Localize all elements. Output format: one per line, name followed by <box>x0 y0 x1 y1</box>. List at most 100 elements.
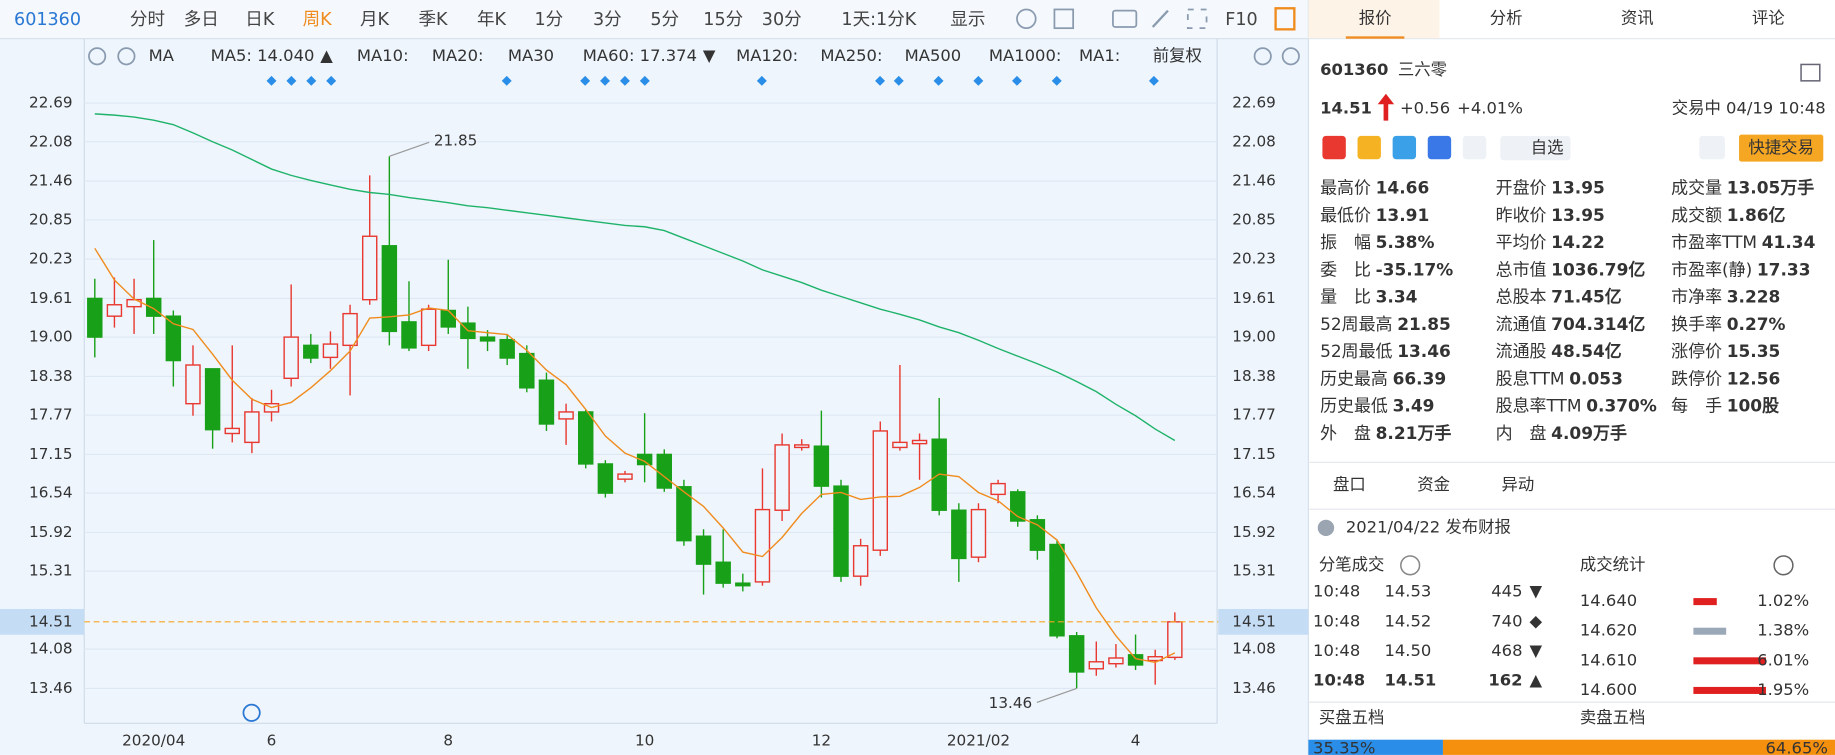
notice-icon <box>1317 519 1335 537</box>
stock-code: 601360 <box>14 10 81 30</box>
tool-icons <box>1308 134 1835 755</box>
low-annotation: 13.46 <box>989 694 1033 712</box>
stat-value: 66.39 <box>1393 368 1447 388</box>
watch-label[interactable]: 自选 <box>1531 138 1564 157</box>
fullscreen-icon[interactable] <box>1186 8 1208 30</box>
stat-value: 13.95 <box>1551 205 1605 225</box>
candle-body <box>754 508 771 583</box>
y2-tick-label: 20.85 <box>1232 210 1276 228</box>
close-icon[interactable] <box>117 47 136 66</box>
last-price-label: 14.51 <box>29 612 73 630</box>
camera-icon[interactable] <box>1112 9 1138 28</box>
period-tab[interactable]: 季K <box>418 10 448 30</box>
period-tab[interactable]: 1分 <box>535 10 564 30</box>
panel-tab[interactable]: 资讯 <box>1621 8 1654 27</box>
zoom-out-icon[interactable] <box>1253 47 1272 66</box>
candle-body <box>656 453 672 489</box>
sub-tab[interactable]: 盘口 <box>1333 475 1366 494</box>
stat-value: 0.370% <box>1586 396 1657 416</box>
settings-icon[interactable] <box>1016 8 1037 30</box>
panel-tab[interactable]: 报价 <box>1359 8 1392 27</box>
help-icon[interactable] <box>1400 555 1421 576</box>
last-price-label: 14.51 <box>1232 612 1276 630</box>
stat-label: 历史最高 <box>1320 368 1388 388</box>
candle-body <box>283 336 299 380</box>
note-icon[interactable] <box>1462 135 1487 160</box>
period-tab[interactable]: 年K <box>477 10 507 30</box>
stat-value: 3.34 <box>1376 287 1418 307</box>
zoom-in-icon[interactable] <box>1281 47 1300 66</box>
annotation-leader <box>1036 687 1077 704</box>
sub-tab[interactable]: 资金 <box>1417 475 1450 494</box>
candle-body <box>381 245 398 333</box>
stat-label: 流通股 <box>1496 341 1547 361</box>
stat-label: 平均价 <box>1496 232 1547 252</box>
summary-title: 成交统计 <box>1580 555 1646 574</box>
gear-icon[interactable] <box>88 47 107 66</box>
pen-icon[interactable] <box>1151 9 1169 28</box>
tag-icon[interactable] <box>1427 135 1452 160</box>
stat-label: 最高价 <box>1320 177 1371 197</box>
period-tab[interactable]: 3分 <box>593 10 622 30</box>
trade-label[interactable]: 快捷交易 <box>1748 138 1814 157</box>
box-icon[interactable] <box>1053 8 1075 30</box>
y2-tick-label: 20.23 <box>1232 250 1276 268</box>
legend-trend: ▼ <box>703 46 716 65</box>
ma-line <box>94 247 1176 664</box>
more-icon[interactable] <box>1773 555 1794 576</box>
legend-entry-inactive: MA30 <box>508 46 554 65</box>
period-tab[interactable]: 15分 <box>703 10 743 30</box>
event-marker[interactable] <box>639 75 650 86</box>
candle-body <box>322 343 339 359</box>
y-tick-label: 19.00 <box>29 328 73 346</box>
stat-value: 13.95 <box>1551 177 1605 197</box>
trade-button[interactable] <box>1739 134 1824 162</box>
bell-icon[interactable] <box>1699 135 1725 160</box>
price-tag-bg <box>0 608 85 635</box>
flag-icon[interactable] <box>1322 135 1346 160</box>
y2-tick-label: 15.31 <box>1232 562 1276 580</box>
y2-tick-label: 22.69 <box>1232 94 1276 112</box>
y-tick-label: 20.85 <box>29 210 73 228</box>
x-tick-label: 10 <box>635 731 654 749</box>
event-marker[interactable] <box>286 75 297 86</box>
sub-tab[interactable]: 异动 <box>1501 475 1534 494</box>
panel-tab[interactable]: 评论 <box>1752 8 1785 27</box>
event-icon[interactable] <box>242 703 261 722</box>
menu-icon[interactable] <box>1800 63 1821 82</box>
display-select[interactable]: 显示 <box>950 10 985 30</box>
y-tick-label: 18.38 <box>29 367 73 385</box>
shuffle-icon[interactable] <box>1392 135 1417 160</box>
y-tick-label: 16.54 <box>29 484 73 502</box>
period-tab[interactable]: 分时 <box>130 10 165 30</box>
y-tick-label: 13.46 <box>29 679 73 697</box>
f10-button[interactable]: F10 <box>1225 10 1257 30</box>
period-tab[interactable]: 日K <box>245 10 275 30</box>
period-tab[interactable]: 多日 <box>184 10 219 30</box>
stat-label: 股息TTM <box>1496 368 1565 388</box>
stat-label: 每 手 <box>1671 396 1722 416</box>
period-tab[interactable]: 周K <box>303 10 333 30</box>
watch-button[interactable] <box>1500 135 1571 161</box>
quote-change-pct: +4.01% <box>1457 98 1523 117</box>
adjust-select[interactable]: 前复权 <box>1153 46 1202 65</box>
summary-price: 14.620 <box>1580 621 1637 640</box>
stat-label: 量 比 <box>1320 287 1371 307</box>
flash-icon[interactable] <box>1357 135 1381 160</box>
event-marker[interactable] <box>266 75 277 86</box>
stat-value: 14.22 <box>1551 232 1605 252</box>
interval-select[interactable]: 1天:1分K <box>841 10 916 30</box>
y2-tick-label: 19.61 <box>1232 289 1276 307</box>
active-tab-bg <box>1308 0 1440 39</box>
y-tick-label: 22.08 <box>29 132 73 150</box>
period-tab[interactable]: 30分 <box>762 10 802 30</box>
high-annotation: 21.85 <box>434 132 478 150</box>
panel-tab[interactable]: 分析 <box>1490 8 1523 27</box>
y-tick-label: 17.15 <box>29 445 73 463</box>
ticks-title: 分笔成交 <box>1319 555 1385 574</box>
stat-label: 52周最高 <box>1320 314 1392 334</box>
ma-select[interactable]: MA <box>149 46 175 65</box>
period-tab[interactable]: 5分 <box>650 10 679 30</box>
panel-icon[interactable] <box>1274 7 1296 31</box>
period-tab[interactable]: 月K <box>360 10 390 30</box>
